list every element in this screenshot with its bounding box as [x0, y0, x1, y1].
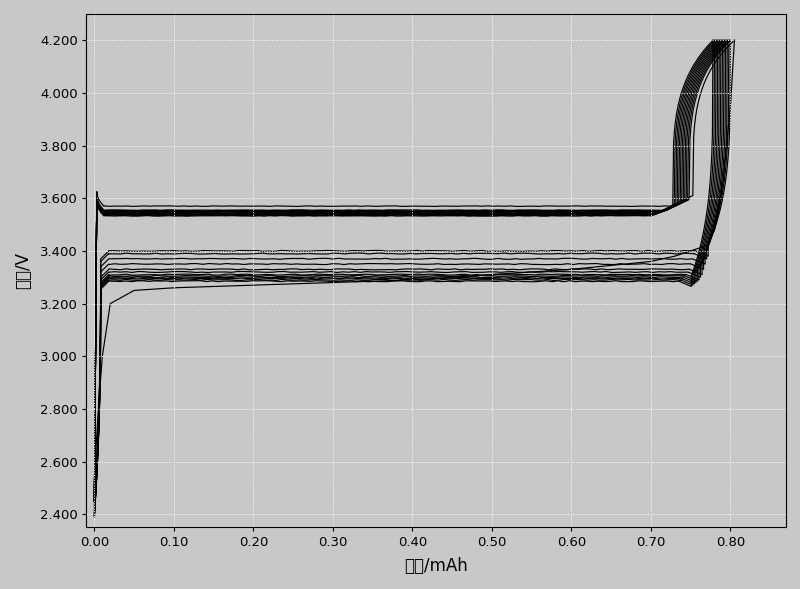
X-axis label: 容量/mAh: 容量/mAh — [404, 557, 468, 575]
Y-axis label: 电压/V: 电压/V — [14, 252, 32, 289]
